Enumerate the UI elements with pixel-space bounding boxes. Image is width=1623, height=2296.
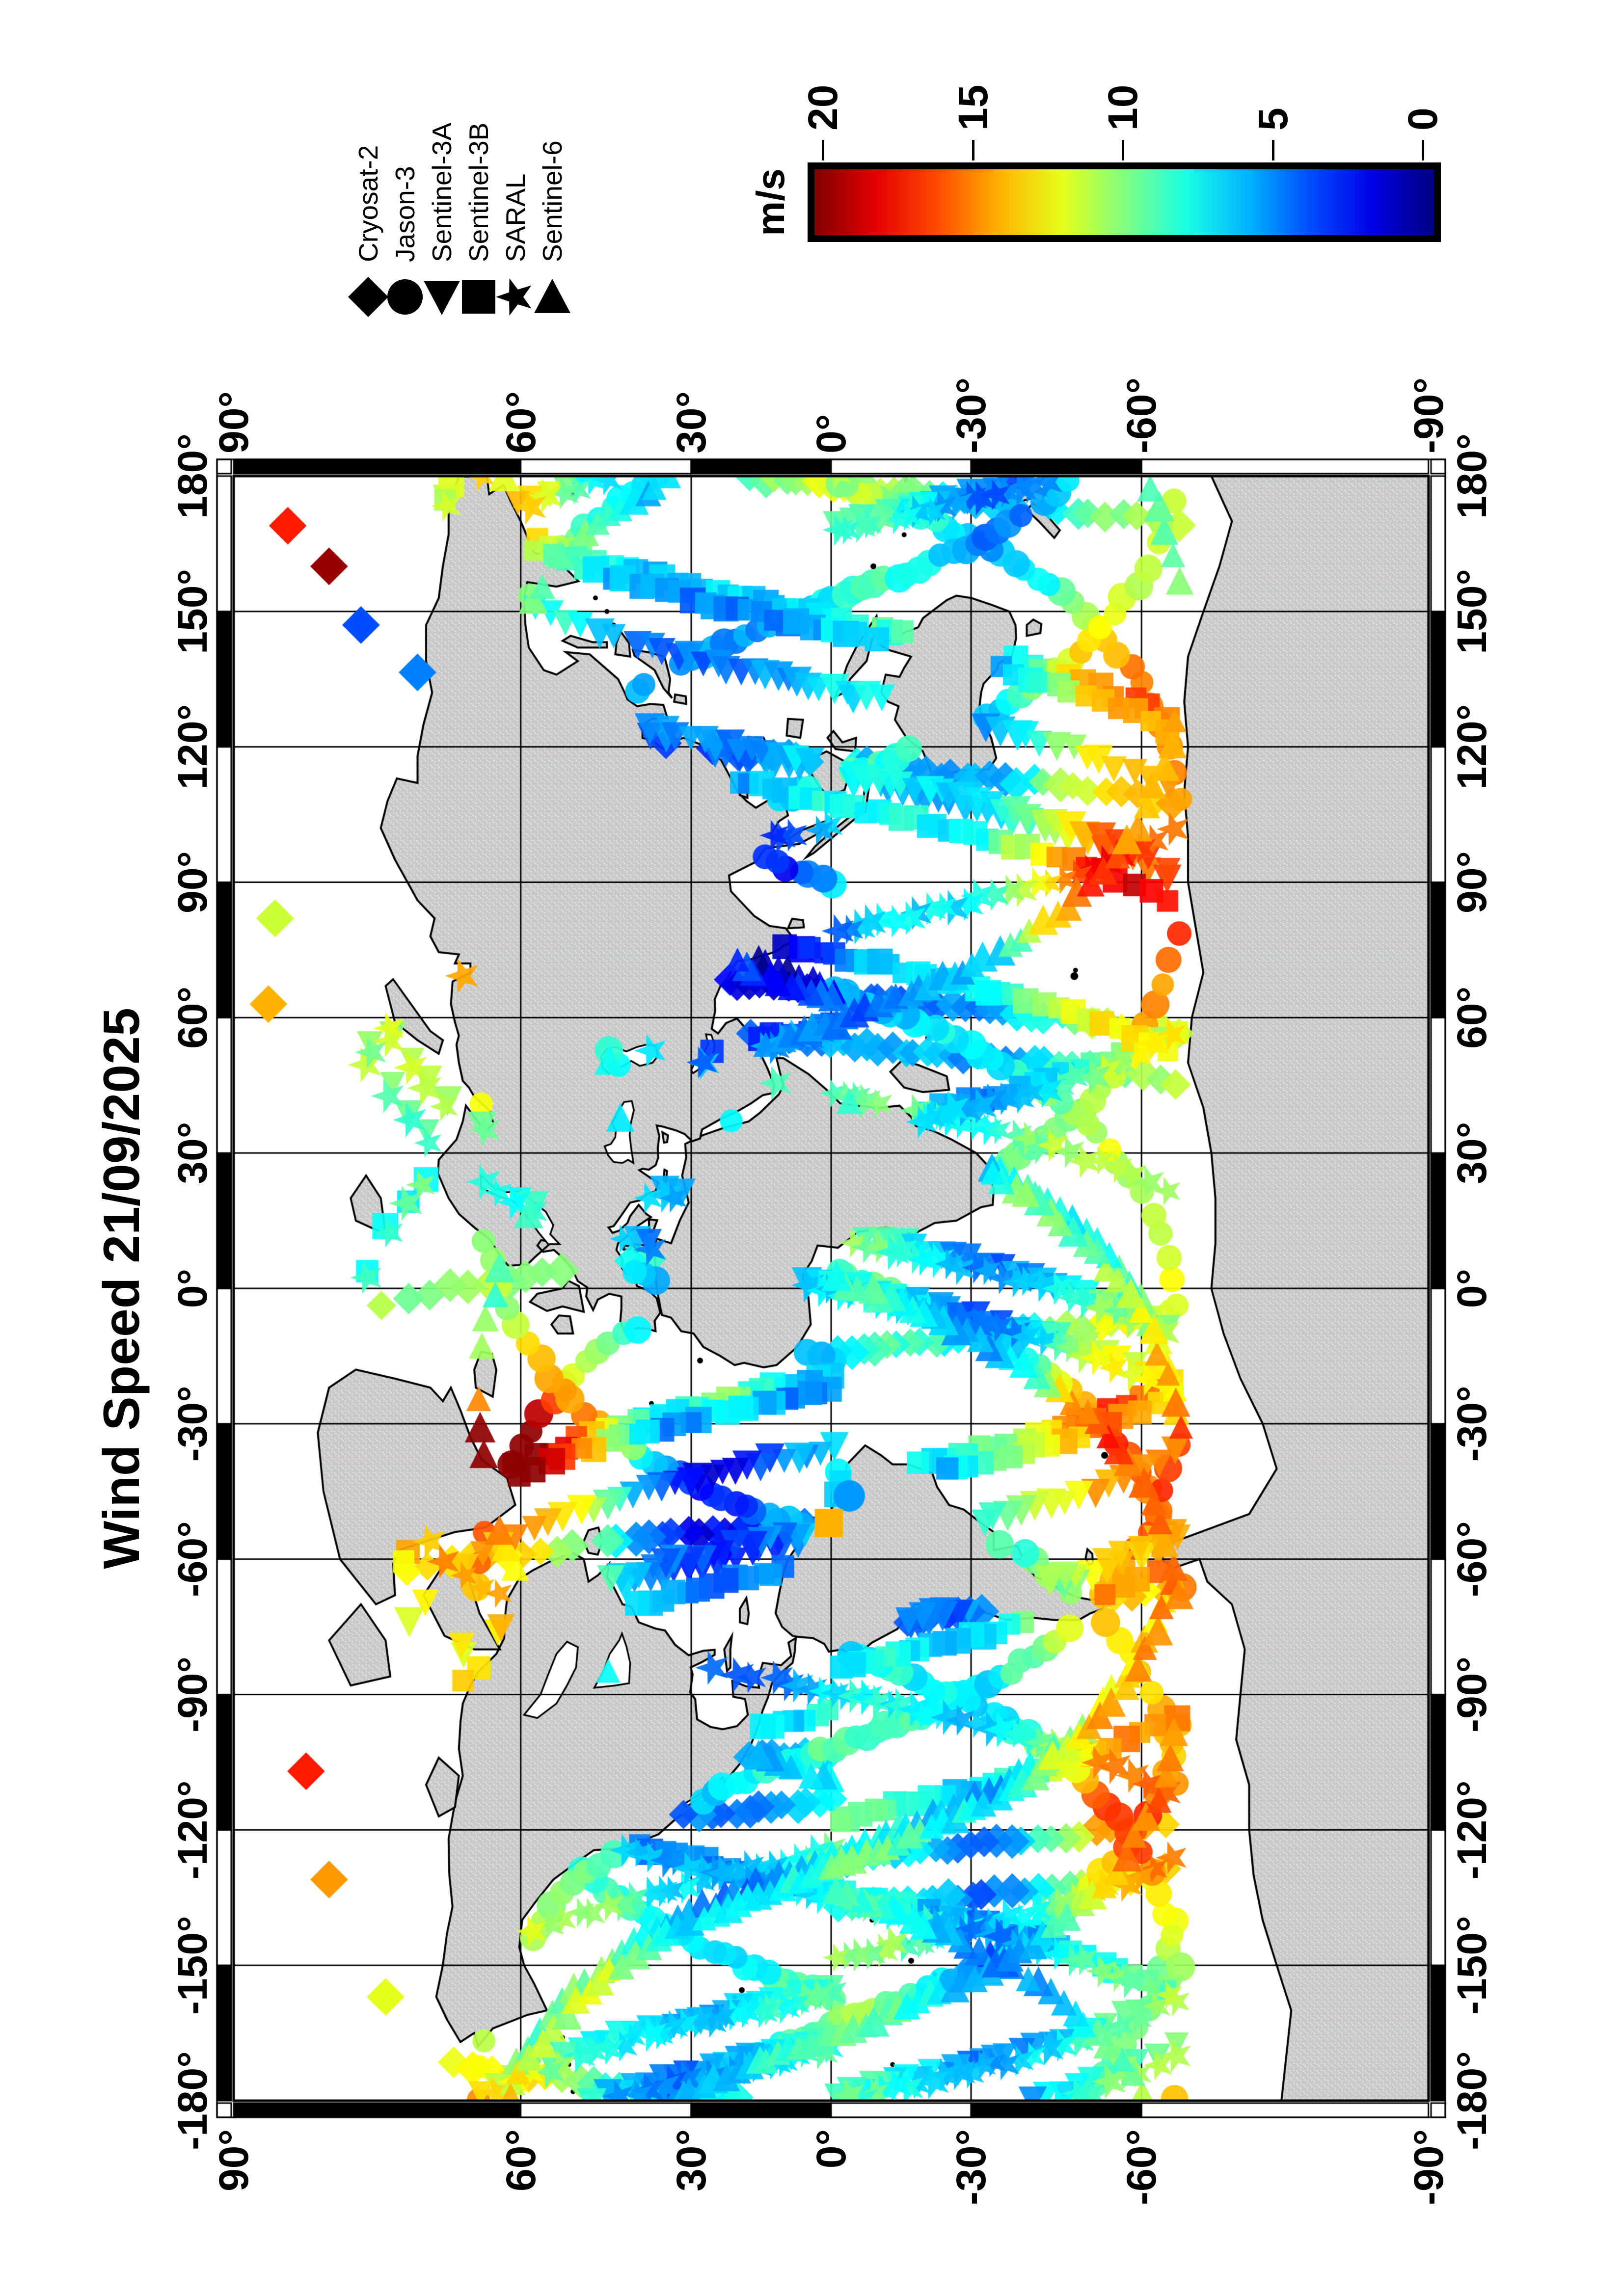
lon-label-top-60°: 60° <box>169 986 216 1049</box>
lat-label-left--30°: -30° <box>948 2129 995 2205</box>
colorbar-tick-label-5: 5 <box>1249 107 1296 131</box>
lat-label-left--60°: -60° <box>1118 2129 1165 2205</box>
lat-label-left-90°: 90° <box>211 2129 257 2192</box>
plot-title: Wind Speed 21/09/2025 <box>93 1008 150 1569</box>
legend-satellite-name: SARAL <box>500 173 531 262</box>
legend-item-Sentinel-3A: Sentinel-3A <box>420 123 464 319</box>
lat-label-left--90°: -90° <box>1405 2129 1452 2205</box>
lon-label-top-150°: 150° <box>169 568 216 654</box>
star-icon <box>496 278 532 316</box>
colorbar-tick-label-0: 0 <box>1400 107 1446 131</box>
lon-label-top-90°: 90° <box>169 851 216 914</box>
legend-satellite-name: Sentinel-3A <box>427 122 457 262</box>
lat-label-left-60°: 60° <box>497 2129 544 2192</box>
lat-label-left-0°: 0° <box>808 2129 854 2169</box>
triangle-right-icon <box>534 279 570 313</box>
lat-label-right-90°: 90° <box>211 391 257 454</box>
legend-item-SARAL: SARAL <box>493 174 538 319</box>
lon-label-top-30°: 30° <box>169 1121 216 1184</box>
lat-label-left-30°: 30° <box>668 2129 714 2192</box>
lon-label-bottom-30°: 30° <box>1449 1121 1495 1184</box>
circle-icon <box>387 279 423 315</box>
lon-label-bottom-60°: 60° <box>1449 986 1495 1049</box>
lon-label-bottom-120°: 120° <box>1449 704 1495 790</box>
legend-satellite-name: Cryosat-2 <box>353 145 383 262</box>
colorbar-tick-label-15: 15 <box>949 84 996 131</box>
triangle-left-icon <box>424 281 460 315</box>
colorbar-tick-label-20: 20 <box>800 84 846 131</box>
lon-label-top--30°: -30° <box>169 1386 216 1462</box>
diamond-icon <box>348 277 388 317</box>
lon-label-top--90°: -90° <box>169 1656 216 1733</box>
lon-label-top--180°: -180° <box>169 2051 216 2150</box>
legend-satellite-name: Sentinel-6 <box>537 140 568 262</box>
lon-label-bottom--90°: -90° <box>1449 1656 1495 1733</box>
colorbar-tick-15 <box>972 140 974 160</box>
lat-label-right-0°: 0° <box>808 414 854 454</box>
lon-label-bottom--180°: -180° <box>1449 2051 1495 2150</box>
lat-label-right--60°: -60° <box>1118 377 1165 454</box>
lon-label-top-180°: 180° <box>169 433 216 519</box>
legend-item-Sentinel-3B: Sentinel-3B <box>457 123 501 319</box>
colorbar-tick-label-10: 10 <box>1100 84 1146 131</box>
colorbar-unit-label: m/s <box>749 168 792 236</box>
colorbar-tick-10 <box>1122 140 1124 160</box>
lon-label-bottom--60°: -60° <box>1449 1521 1495 1598</box>
lat-label-right-30°: 30° <box>668 391 714 454</box>
lon-label-bottom-0°: 0° <box>1449 1268 1495 1308</box>
colorbar-gradient <box>808 162 1441 242</box>
lon-label-top--150°: -150° <box>169 1916 216 2015</box>
square-icon <box>462 280 495 314</box>
colorbar-tick-20 <box>822 140 824 160</box>
legend-satellite-name: Jason-3 <box>390 166 420 262</box>
legend-satellite-name: Sentinel-3B <box>463 122 494 262</box>
lon-label-top--60°: -60° <box>169 1521 216 1598</box>
legend-item-Jason-3: Jason-3 <box>383 166 427 319</box>
legend-item-Sentinel-6: Sentinel-6 <box>530 140 574 319</box>
lon-label-bottom--120°: -120° <box>1449 1780 1495 1880</box>
colorbar-tick-0 <box>1422 140 1424 160</box>
colorbar-tick-5 <box>1271 140 1274 160</box>
legend-item-Cryosat-2: Cryosat-2 <box>346 145 390 319</box>
lat-label-right--90°: -90° <box>1405 377 1452 454</box>
lon-label-bottom--30°: -30° <box>1449 1386 1495 1462</box>
lon-label-top-0°: 0° <box>169 1268 216 1308</box>
lon-label-bottom-180°: 180° <box>1449 433 1495 519</box>
lon-label-top--120°: -120° <box>169 1780 216 1880</box>
lon-label-top-120°: 120° <box>169 704 216 790</box>
lon-label-bottom-150°: 150° <box>1449 568 1495 654</box>
lon-label-bottom--150°: -150° <box>1449 1916 1495 2015</box>
lat-label-right-60°: 60° <box>497 391 544 454</box>
lat-label-right--30°: -30° <box>948 377 995 454</box>
lon-label-bottom-90°: 90° <box>1449 851 1495 914</box>
